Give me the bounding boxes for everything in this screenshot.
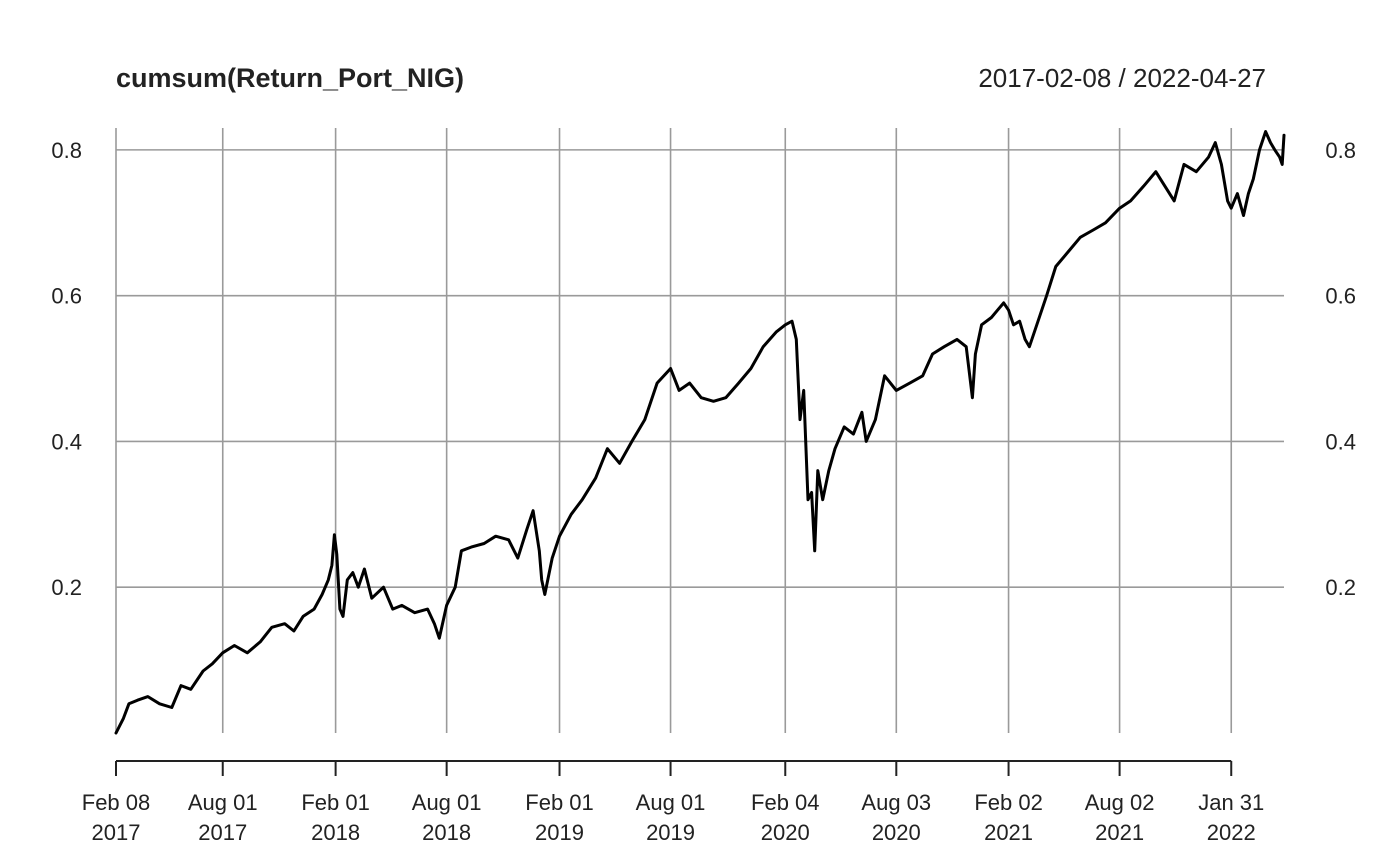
x-tick-year: 2021: [984, 820, 1033, 845]
y-tick-label-right: 0.2: [1325, 575, 1356, 600]
x-tick-year: 2020: [761, 820, 810, 845]
x-tick-label: Aug 01: [188, 790, 258, 815]
vertical-gridlines: [115, 128, 1233, 733]
y-axis-right: 0.2 0.4 0.6 0.8: [1325, 138, 1356, 600]
y-tick-label-left: 0.6: [51, 284, 82, 309]
x-tick-label: Feb 04: [751, 790, 820, 815]
y-tick-label-right: 0.4: [1325, 429, 1356, 454]
date-range-label: 2017-02-08 / 2022-04-27: [978, 63, 1266, 93]
x-tick-label: Feb 02: [974, 790, 1043, 815]
x-tick-year: 2018: [311, 820, 360, 845]
x-tick-label: Aug 01: [412, 790, 482, 815]
x-tick-label: Feb 01: [301, 790, 370, 815]
y-tick-label-left: 0.8: [51, 138, 82, 163]
y-axis-left: 0.2 0.4 0.6 0.8: [51, 138, 82, 600]
x-tick-year: 2020: [872, 820, 921, 845]
x-tick-label: Feb 01: [525, 790, 594, 815]
x-tick-label: Aug 02: [1085, 790, 1155, 815]
x-tick-year: 2017: [92, 820, 141, 845]
x-axis-ticks: Feb 08 2017 Aug 01 2017 Feb 01 2018 Aug 01 2018…: [82, 761, 1264, 845]
x-tick-label: Aug 01: [636, 790, 706, 815]
horizontal-gridlines: [116, 149, 1284, 589]
x-tick-label: Aug 03: [861, 790, 931, 815]
x-tick-year: 2021: [1095, 820, 1144, 845]
x-tick-year: 2019: [535, 820, 584, 845]
x-tick-year: 2018: [422, 820, 471, 845]
series-line: [114, 130, 1286, 735]
y-tick-label-left: 0.2: [51, 575, 82, 600]
y-tick-label-right: 0.8: [1325, 138, 1356, 163]
x-tick-label: Feb 08: [82, 790, 151, 815]
chart-title: cumsum(Return_Port_NIG): [116, 63, 464, 93]
x-tick-year: 2017: [198, 820, 247, 845]
y-tick-label-left: 0.4: [51, 429, 82, 454]
x-tick-year: 2022: [1207, 820, 1256, 845]
y-tick-label-right: 0.6: [1325, 284, 1356, 309]
x-tick-year: 2019: [646, 820, 695, 845]
x-tick-label: Jan 31: [1198, 790, 1264, 815]
x-axis: Feb 08 2017 Aug 01 2017 Feb 01 2018 Aug 01 2018…: [82, 760, 1264, 845]
